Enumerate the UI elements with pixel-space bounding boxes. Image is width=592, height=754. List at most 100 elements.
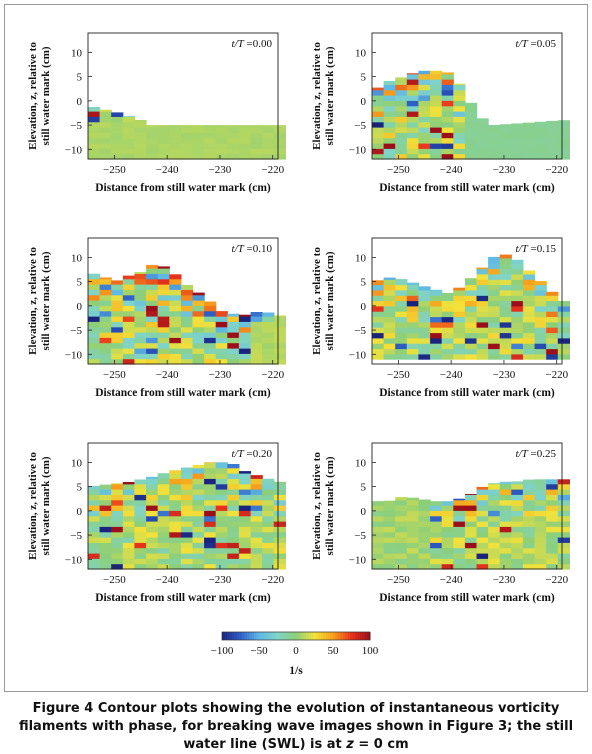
- vorticity-cell: [464, 531, 478, 538]
- vorticity-cell: [169, 353, 182, 360]
- y-tick-label: −10: [349, 144, 367, 156]
- colorbar-swatch: [271, 632, 275, 640]
- vorticity-cell: [546, 311, 559, 318]
- vorticity-cell: [522, 270, 536, 275]
- vorticity-cell: [157, 143, 170, 149]
- vorticity-cell: [406, 111, 419, 117]
- vorticity-cell: [430, 353, 443, 360]
- vorticity-cell: [99, 547, 112, 554]
- vorticity-cell: [557, 137, 570, 144]
- vorticity-cell: [122, 489, 135, 495]
- vorticity-cell: [418, 289, 431, 296]
- vorticity-cell: [453, 127, 466, 133]
- vorticity-cell: [546, 295, 559, 302]
- vorticity-cell: [534, 353, 547, 360]
- vorticity-cell: [522, 526, 536, 533]
- vorticity-cell: [157, 278, 170, 285]
- vorticity-cell: [204, 305, 217, 312]
- vorticity-cell: [169, 483, 182, 490]
- vorticity-cell: [215, 489, 228, 495]
- vorticity-cell: [534, 526, 547, 533]
- vorticity-cell: [227, 499, 240, 506]
- vorticity-cell: [464, 121, 478, 128]
- vorticity-cell: [511, 268, 524, 275]
- vorticity-cell: [169, 342, 182, 349]
- vorticity-cell: [406, 526, 419, 533]
- vorticity-cell: [192, 537, 205, 543]
- vorticity-cell: [441, 132, 454, 139]
- vorticity-cell: [227, 321, 240, 328]
- vorticity-cell: [169, 137, 182, 144]
- vorticity-cell: [383, 343, 396, 350]
- vorticity-cell: [453, 515, 466, 522]
- colorbar-swatch: [263, 632, 267, 640]
- vorticity-cell: [511, 143, 524, 149]
- vorticity-cell: [88, 127, 101, 133]
- vorticity-cell: [238, 127, 252, 133]
- vorticity-cell: [227, 515, 240, 522]
- x-axis-label: Distance from still water mark (cm): [379, 182, 555, 194]
- vorticity-cell: [430, 305, 443, 312]
- vorticity-cell: [406, 316, 419, 323]
- colorbar-frame: [221, 631, 371, 641]
- vorticity-cell: [406, 305, 419, 312]
- vorticity-cell: [262, 132, 275, 139]
- vorticity-cell: [273, 125, 286, 128]
- vorticity-cell: [146, 531, 159, 538]
- vorticity-cell: [488, 279, 501, 286]
- vorticity-cell: [122, 482, 135, 485]
- vorticity-cell: [476, 510, 489, 517]
- vorticity-cell: [111, 143, 124, 149]
- vorticity-cell: [192, 553, 205, 559]
- vorticity-cell: [476, 289, 489, 296]
- vorticity-cell: [534, 510, 547, 517]
- vorticity-cell: [383, 510, 396, 517]
- vorticity-cell: [99, 505, 112, 511]
- vorticity-cell: [499, 505, 512, 511]
- vorticity-cell: [430, 70, 443, 75]
- vorticity-cell: [441, 73, 454, 80]
- vorticity-cell: [134, 348, 147, 354]
- vorticity-cell: [476, 505, 489, 511]
- vorticity-cell: [227, 489, 240, 495]
- vorticity-cell: [204, 537, 217, 543]
- vorticity-cell: [157, 358, 170, 365]
- colorbar-swatch: [318, 632, 322, 640]
- vorticity-cell: [169, 153, 182, 160]
- vorticity-cell: [383, 515, 396, 522]
- vorticity-cell: [192, 526, 205, 533]
- vorticity-cell: [464, 542, 478, 549]
- vorticity-cell: [111, 547, 124, 554]
- vorticity-cell: [204, 310, 217, 317]
- y-tick-label: 10: [71, 47, 83, 59]
- vorticity-cell: [111, 353, 124, 360]
- colorbar-swatch: [239, 632, 243, 640]
- vorticity-cell: [464, 521, 478, 527]
- vorticity-cell: [372, 305, 385, 312]
- vorticity-cell: [406, 353, 419, 360]
- vorticity-cell: [546, 510, 559, 517]
- vorticity-cell: [88, 542, 101, 549]
- vorticity-cell: [395, 289, 408, 296]
- vorticity-cell: [111, 505, 124, 511]
- vorticity-cell: [111, 316, 124, 322]
- vorticity-cell: [146, 273, 159, 280]
- vorticity-cell: [111, 537, 124, 543]
- vorticity-cell: [111, 563, 124, 570]
- colorbar-unit: 1/s: [289, 665, 303, 677]
- vorticity-cell: [383, 321, 396, 328]
- vorticity-cell: [157, 489, 170, 495]
- vorticity-cell: [192, 515, 205, 522]
- vorticity-cell: [262, 531, 275, 538]
- vorticity-cell: [146, 358, 159, 365]
- vorticity-cell: [395, 143, 408, 149]
- colorbar-swatch: [226, 632, 230, 640]
- vorticity-cell: [395, 295, 408, 302]
- phase-label: t/T =0.10: [232, 243, 273, 255]
- vorticity-cell: [395, 537, 408, 543]
- y-tick-label: 10: [71, 252, 83, 264]
- vorticity-cell: [406, 337, 419, 344]
- vorticity-cell: [169, 553, 182, 559]
- vorticity-cell: [406, 143, 419, 149]
- vorticity-cell: [406, 537, 419, 543]
